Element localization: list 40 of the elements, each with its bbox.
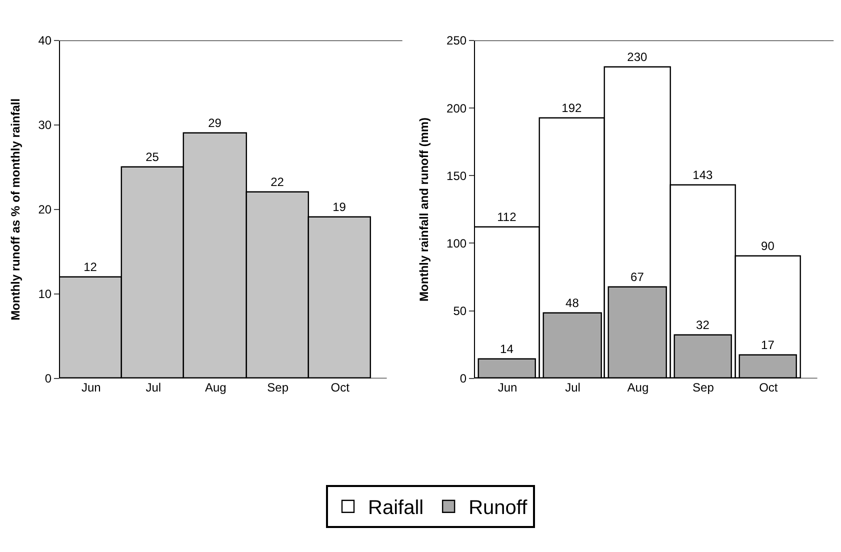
data-label: 12 bbox=[84, 260, 98, 274]
y-tick-label: 100 bbox=[446, 236, 467, 250]
data-label: 90 bbox=[761, 238, 775, 253]
y-tick-label: 0 bbox=[460, 372, 467, 386]
y-tick-label: 200 bbox=[446, 101, 467, 116]
y-tick-label: 250 bbox=[446, 34, 467, 48]
data-label: 19 bbox=[332, 200, 346, 214]
data-label: 192 bbox=[562, 100, 582, 115]
y-tick-label: 50 bbox=[453, 304, 467, 318]
y-tick-label: 30 bbox=[38, 118, 52, 132]
x-tick-label: Jun bbox=[498, 380, 518, 394]
x-tick-label: Jul bbox=[146, 380, 162, 394]
y-tick-label: 40 bbox=[38, 34, 52, 48]
data-label: 17 bbox=[761, 338, 775, 352]
data-label: 230 bbox=[627, 50, 648, 64]
x-tick-label: Oct bbox=[759, 380, 778, 394]
data-label: 67 bbox=[630, 270, 644, 284]
data-label: 112 bbox=[497, 210, 517, 224]
data-label: 32 bbox=[696, 318, 710, 332]
y-axis-title: Monthly rainfall and runoff (mm) bbox=[416, 117, 431, 302]
data-label: 143 bbox=[692, 168, 714, 182]
data-label: 29 bbox=[208, 116, 222, 130]
data-label: 48 bbox=[566, 296, 580, 310]
x-tick-label: Aug bbox=[204, 380, 226, 394]
y-tick-label: 20 bbox=[38, 202, 52, 217]
data-label: 25 bbox=[146, 150, 160, 164]
y-tick-label: 150 bbox=[446, 168, 467, 183]
legend-label: Runoff bbox=[468, 497, 528, 520]
y-tick-label: 0 bbox=[44, 372, 52, 386]
data-label: 14 bbox=[500, 342, 514, 356]
legend-label: Raifall bbox=[368, 497, 424, 520]
x-tick-label: Oct bbox=[330, 380, 350, 394]
x-tick-label: Sep bbox=[692, 380, 714, 394]
x-tick-label: Jul bbox=[565, 380, 580, 394]
x-tick-label: Sep bbox=[267, 380, 289, 394]
y-axis-title: Monthly runoff as % of monthly rainfall bbox=[8, 98, 23, 320]
y-tick-label: 10 bbox=[38, 287, 52, 302]
x-tick-label: Jun bbox=[81, 380, 101, 394]
x-tick-label: Aug bbox=[627, 380, 649, 394]
data-label: 22 bbox=[270, 174, 284, 189]
